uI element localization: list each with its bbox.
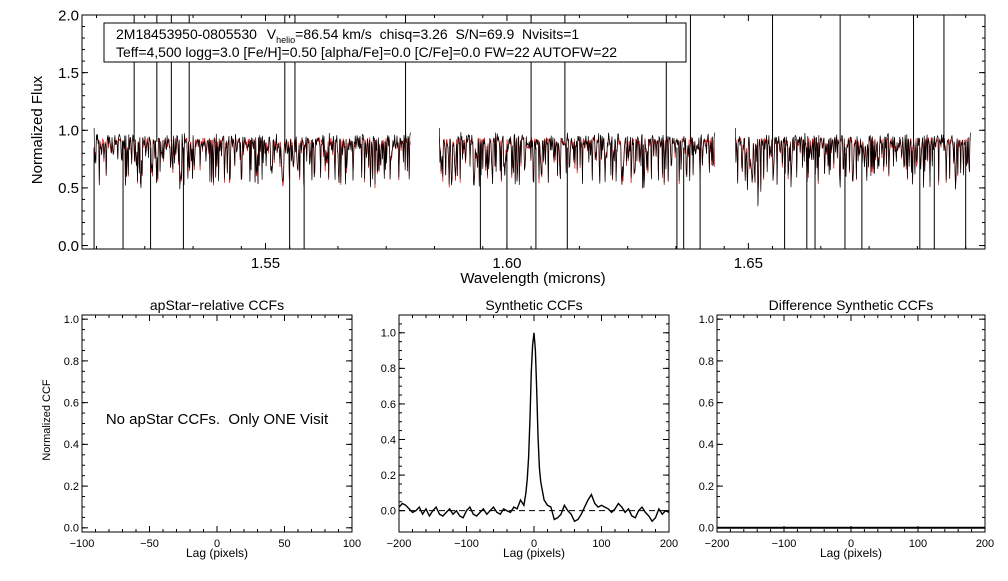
difference-ccf-xlabel: Lag (pixels) <box>820 546 882 560</box>
spectrum-ytick-label: 1.0 <box>58 123 79 140</box>
synthetic-ccf-xlabel: Lag (pixels) <box>503 546 565 560</box>
spectrum-annotation-line2: Teff=4,500 logg=3.0 [Fe/H]=0.50 [alpha/F… <box>116 44 617 60</box>
spectrum-ytick-label: 2.0 <box>58 7 79 24</box>
apstar-ccf-xlabel: Lag (pixels) <box>186 546 248 560</box>
synthetic-ccf-line <box>398 332 670 523</box>
apstar-ccf-panel: −100 −50 0 50 100 0.0 0.2 0.4 0.6 0.8 1.0 apStar−r… <box>41 297 361 560</box>
spectrum-xtick-label: 1.65 <box>734 255 763 272</box>
synthetic-ccf-axes: −200 −100 0 100 200 0.0 0.2 0.4 0.6 0.8 1.0 <box>381 314 678 550</box>
vhelio-subscript: helio <box>276 35 295 45</box>
synthetic-ccf-ytick-label: 0.6 <box>381 399 396 411</box>
apstar-ccf-ytick-label: 0.0 <box>64 523 79 535</box>
difference-ccf-frame <box>716 314 986 533</box>
difference-ccf-title: Difference Synthetic CCFs <box>769 297 934 313</box>
difference-ccf-xtick-label: −200 <box>705 538 730 550</box>
apstar-ccf-ytick-label: 0.6 <box>64 397 79 409</box>
apstar-ccf-ytick-label: 1.0 <box>64 314 79 326</box>
star-id: 2M18453950-0805530 <box>116 26 257 42</box>
difference-ccf-ytick-label: 0.6 <box>699 397 714 409</box>
difference-ccf-ytick-label: 0.2 <box>699 481 714 493</box>
difference-ccf-xtick-label: 0 <box>848 538 854 550</box>
difference-ccf-xtick-label: 100 <box>909 538 927 550</box>
apstar-ccf-xtick-label: 50 <box>278 538 290 550</box>
difference-ccf-axes: −200 −100 0 100 200 0.0 0.2 0.4 0.6 0.8 1.0 <box>699 314 994 550</box>
difference-ccf-ytick-label: 0.4 <box>699 439 714 451</box>
model-spectrum-chip-3 <box>734 135 971 205</box>
spectrum-annotation-line1: 2M18453950-0805530 Vhelio=86.54 km/s chi… <box>116 26 579 45</box>
apstar-ccf-ylabel: Normalized CCF <box>41 379 53 461</box>
spectrum-ytick-label: 0.5 <box>58 180 79 197</box>
difference-ccf-ytick-label: 0.8 <box>699 356 714 368</box>
apstar-ccf-xtick-label: 100 <box>343 538 361 550</box>
difference-ccf-ytick-label: 0.0 <box>699 523 714 535</box>
spectrum-stats: =86.54 km/s chisq=3.26 S/N=69.9 Nvisits=… <box>295 26 579 42</box>
apstar-ccf-ytick-label: 0.4 <box>64 439 79 451</box>
apstar-ccf-xtick-label: −100 <box>70 538 95 550</box>
spectrum-annotation-box <box>103 22 687 63</box>
spectrum-axes: 1.55 1.60 1.65 0.0 0.5 1.0 1.5 2.0 <box>58 7 986 272</box>
synthetic-ccf-ytick-label: 0.2 <box>381 470 396 482</box>
observed-spectrum-chip-2 <box>438 127 715 189</box>
spectrum-panel: 1.55 1.60 1.65 0.0 0.5 1.0 1.5 2.0 2M18453950-0… <box>29 7 986 287</box>
difference-ccf-xtick-label: 200 <box>976 538 994 550</box>
spectrum-ytick-label: 0.0 <box>58 238 79 255</box>
synthetic-ccf-title: Synthetic CCFs <box>485 297 582 313</box>
apstar-ccf-title: apStar−relative CCFs <box>150 297 284 313</box>
synthetic-ccf-ytick-label: 0.4 <box>381 434 396 446</box>
spectrum-xtick-label: 1.60 <box>492 255 521 272</box>
spectrum-frame <box>81 14 986 250</box>
synthetic-ccf-xtick-label: −200 <box>387 538 412 550</box>
vhelio-label: V <box>267 26 277 42</box>
apstar-ccf-xtick-label: −50 <box>140 538 159 550</box>
spectrum-xtick-label: 1.55 <box>251 255 280 272</box>
difference-ccf-panel: −200 −100 0 100 200 0.0 0.2 0.4 0.6 0.8 1.0 Differ… <box>699 297 994 560</box>
spectrum-ytick-label: 1.5 <box>58 65 79 82</box>
apstar-ccf-message: No apStar CCFs. Only ONE Visit <box>106 411 329 428</box>
synthetic-ccf-xtick-label: 100 <box>592 538 610 550</box>
observed-spectrum-chip-3 <box>734 127 971 207</box>
spectrum-ylabel: Normalized Flux <box>29 75 46 184</box>
spectrum-xlabel: Wavelength (microns) <box>460 270 605 287</box>
synthetic-ccf-ytick-label: 1.0 <box>381 328 396 340</box>
apstar-ccf-ytick-label: 0.2 <box>64 481 79 493</box>
apstar-ccf-axes: −100 −50 0 50 100 0.0 0.2 0.4 0.6 0.8 1.0 <box>64 314 361 550</box>
observed-spectrum-chip-1 <box>93 127 411 190</box>
synthetic-ccf-xtick-label: 0 <box>531 538 537 550</box>
apstar-ccf-xtick-label: 0 <box>214 538 220 550</box>
synthetic-ccf-panel: −200 −100 0 100 200 0.0 0.2 0.4 0.6 0.8 1.0 Synthe… <box>381 297 678 560</box>
difference-ccf-ytick-label: 1.0 <box>699 314 714 326</box>
synthetic-ccf-xtick-label: −100 <box>454 538 479 550</box>
synthetic-ccf-xtick-label: 200 <box>660 538 678 550</box>
synthetic-ccf-frame <box>398 314 670 533</box>
synthetic-ccf-ytick-label: 0.8 <box>381 363 396 375</box>
difference-ccf-xtick-label: −100 <box>772 538 797 550</box>
synthetic-ccf-ytick-label: 0.0 <box>381 506 396 518</box>
apstar-ccf-ytick-label: 0.8 <box>64 356 79 368</box>
